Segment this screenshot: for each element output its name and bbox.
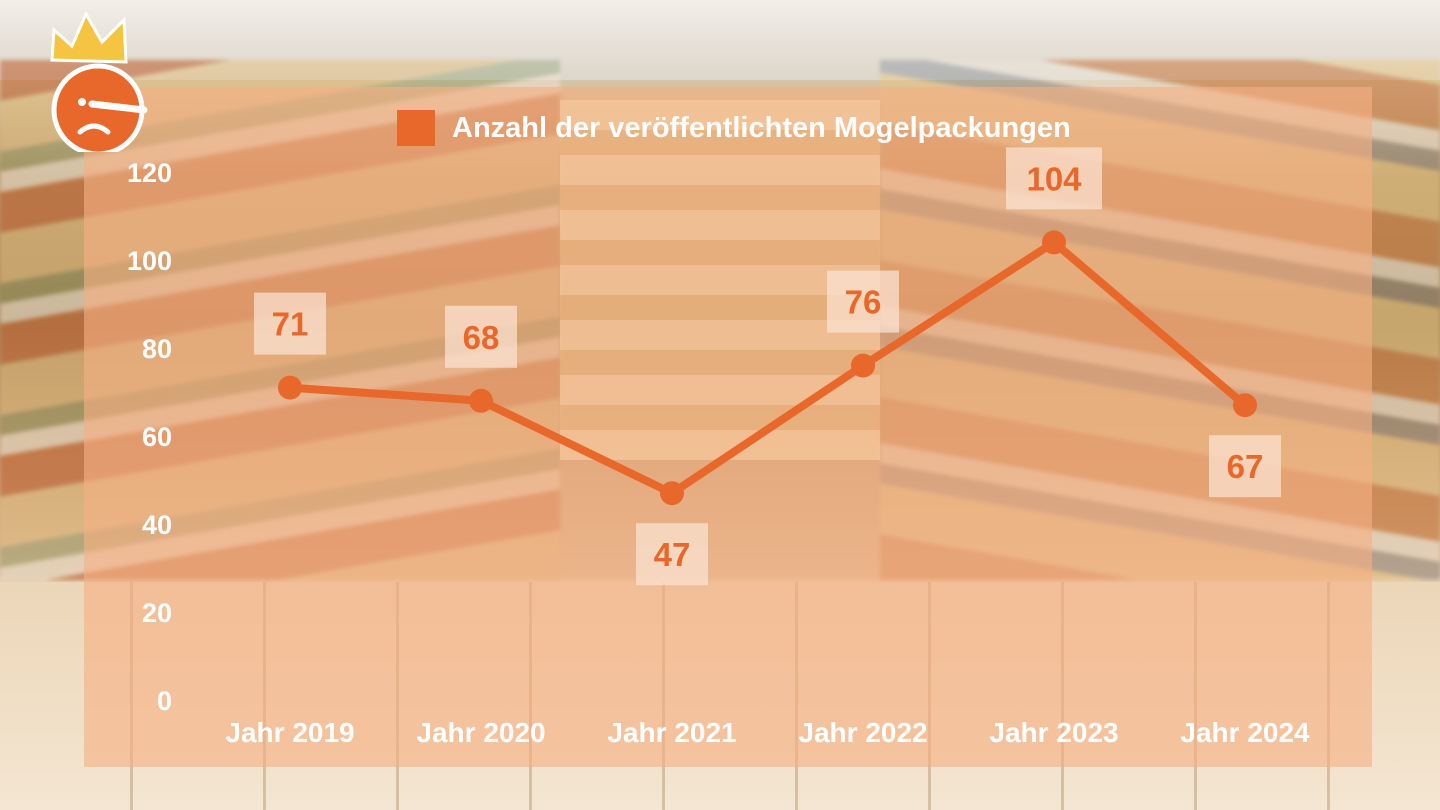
data-label-box: [636, 523, 708, 586]
x-tick-label: Jahr 2023: [989, 717, 1118, 748]
crowned-long-nose-face-icon: [50, 12, 148, 152]
x-tick-label: Jahr 2019: [225, 717, 354, 748]
data-point: [469, 388, 493, 413]
y-axis: 0 20 40 60 80 100 120: [127, 158, 172, 716]
y-tick-label: 40: [142, 510, 172, 540]
data-label-box: [445, 305, 517, 368]
data-point: [1233, 393, 1257, 418]
data-label-box: [254, 292, 326, 355]
data-point: [660, 481, 684, 506]
data-point: [278, 375, 302, 400]
series-line: [286, 238, 1249, 498]
data-point: [851, 353, 875, 378]
legend: Anzahl der veröffentlichten Mogelpackung…: [397, 110, 1071, 146]
data-label: 104: [1026, 160, 1082, 197]
data-label-box: [827, 270, 899, 333]
y-tick-label: 0: [157, 686, 172, 716]
data-label-box: [1209, 435, 1281, 498]
y-tick-label: 120: [127, 158, 172, 188]
x-tick-label: Jahr 2020: [416, 717, 545, 748]
plot-area: 71 68 47 76 104 67: [254, 147, 1281, 586]
legend-swatch: [397, 110, 435, 146]
data-label: 47: [654, 536, 691, 573]
legend-label: Anzahl der veröffentlichten Mogelpackung…: [452, 112, 1071, 144]
data-label-box: [1006, 147, 1102, 210]
data-label: 67: [1227, 448, 1264, 485]
data-label: 76: [845, 284, 882, 321]
data-label: 71: [272, 306, 309, 343]
y-tick-label: 60: [142, 422, 172, 452]
x-axis: Jahr 2019 Jahr 2020 Jahr 2021 Jahr 2022 Jahr…: [225, 717, 1310, 748]
y-tick-label: 80: [142, 334, 172, 364]
y-tick-label: 20: [142, 598, 172, 628]
data-label: 68: [463, 319, 500, 356]
y-tick-label: 100: [127, 246, 172, 276]
chart-panel: [84, 87, 1372, 767]
data-point: [1042, 230, 1066, 255]
x-tick-label: Jahr 2022: [798, 717, 927, 748]
x-tick-label: Jahr 2021: [607, 717, 736, 748]
x-tick-label: Jahr 2024: [1180, 717, 1310, 748]
